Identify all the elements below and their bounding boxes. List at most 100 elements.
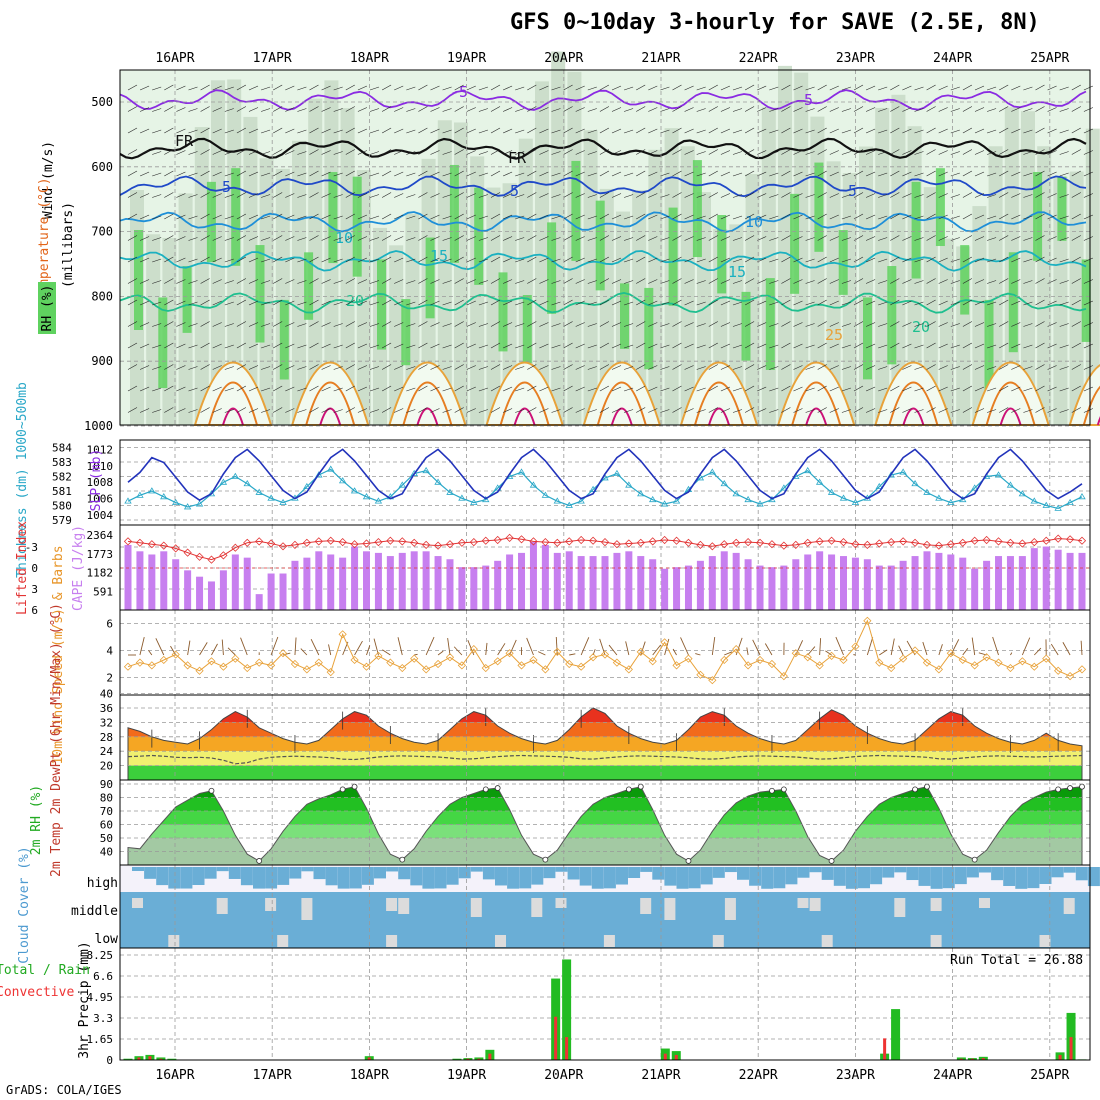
wind-barb: [563, 106, 573, 112]
contour-label: 5: [848, 182, 857, 200]
wind-speed-point: [636, 647, 645, 656]
wind-barb: [769, 323, 779, 327]
wind-barb: [1059, 280, 1069, 284]
thickness-point: [231, 472, 240, 479]
wind-barb: [720, 193, 731, 198]
wind-barb: [696, 387, 706, 392]
upper-air-ytick-label: 700: [91, 225, 113, 239]
wind-speed-point: [577, 662, 586, 671]
cape-bar: [231, 554, 239, 610]
wind-barb: [381, 170, 392, 177]
wind-barb: [345, 235, 355, 241]
wind-barb: [841, 280, 851, 284]
wind-barb: [914, 215, 924, 220]
thickness-point: [887, 471, 895, 478]
wind-barb: [599, 170, 610, 177]
wind-barb: [515, 129, 525, 134]
wind-barb: [369, 366, 380, 370]
thickness-point: [493, 484, 502, 491]
wind-barb: [987, 86, 997, 91]
wind-speed-point: [517, 661, 526, 670]
wind-barb: [539, 193, 549, 198]
wind-barb: [890, 385, 900, 392]
wind-barb: [950, 129, 960, 134]
wind-barb: [902, 150, 912, 155]
lifted-index-point: [493, 535, 502, 545]
wind-barb: [176, 236, 186, 241]
wind-barb: [236, 235, 247, 241]
wind-barb: [672, 170, 682, 177]
cape-bar: [458, 567, 466, 610]
wind-barb: [442, 258, 452, 263]
wind-barb: [164, 299, 174, 306]
wind-barb: [127, 192, 138, 198]
wind-barb: [974, 300, 985, 306]
wind-barb: [1059, 301, 1069, 306]
wind-barb: [394, 150, 404, 155]
wind-barb: [188, 237, 198, 241]
rh-tick-label: 70: [100, 805, 113, 818]
wind-barb: [890, 278, 900, 284]
cloud-high-bar: [906, 867, 919, 881]
wind-barb: [636, 364, 646, 370]
wind-barb: [1083, 171, 1094, 177]
thickness-point: [446, 488, 454, 495]
cloud-high-bar: [628, 867, 641, 879]
wind-barb: [164, 213, 174, 220]
rh-tick-label: 50: [100, 832, 113, 845]
wind-barb: [333, 108, 343, 112]
wind-barb: [1023, 301, 1033, 306]
wind-barb: [357, 257, 368, 263]
wind-barb: [684, 322, 694, 327]
wind-barb: [611, 300, 622, 306]
wind-barb: [478, 366, 488, 370]
wind-barb: [1059, 151, 1069, 155]
wind-barb: [878, 129, 888, 134]
wind-barb: [139, 128, 150, 134]
thickness-point: [780, 484, 788, 491]
li-tick-label: 6: [31, 604, 38, 617]
wind-barb: [720, 279, 731, 284]
cloud-high-bar: [942, 867, 955, 889]
wind-barb: [478, 409, 488, 413]
wind-speed-point: [278, 649, 288, 658]
wind-barb: [273, 213, 283, 220]
temp-band: [128, 722, 1082, 737]
wind-barb: [406, 301, 416, 306]
wind-barb: [587, 258, 597, 263]
wind-barb: [575, 279, 585, 284]
wind-barb: [273, 278, 283, 284]
wind-barb: [962, 299, 973, 306]
wind-barb: [1071, 299, 1081, 306]
wind-barb: [575, 236, 585, 241]
wind-barb: [696, 129, 706, 134]
cloud-high-bar: [180, 867, 193, 889]
wind-barb: [164, 256, 174, 263]
wind-barb: [551, 129, 561, 134]
thickness-point: [1054, 504, 1062, 511]
wind-barb: [987, 280, 997, 284]
lifted-index-point: [517, 535, 526, 544]
thickness-point: [279, 498, 287, 505]
cape-bar: [899, 560, 907, 610]
wind-barb: [732, 280, 743, 284]
top-date-label: 25APR: [1030, 51, 1069, 66]
wind-barb: [890, 364, 900, 370]
wind-barb: [805, 151, 815, 155]
lifted-index-point: [910, 538, 920, 547]
wind-barb: [551, 237, 561, 241]
surface-wind-barb: [569, 653, 576, 656]
wind-barb: [769, 409, 779, 413]
wind-barb: [369, 387, 380, 392]
wind-barb: [636, 127, 646, 134]
wind-speed-point: [159, 655, 168, 665]
wind-barb: [720, 322, 731, 327]
wind-barb: [974, 193, 985, 198]
wind-barb: [551, 387, 561, 392]
wind-barb: [394, 193, 404, 198]
wind-barb: [478, 237, 488, 241]
cloud-high-bar: [361, 867, 374, 885]
wind-barb: [938, 193, 948, 198]
wind-barb: [212, 279, 222, 284]
cloud-high-bar: [882, 867, 895, 878]
